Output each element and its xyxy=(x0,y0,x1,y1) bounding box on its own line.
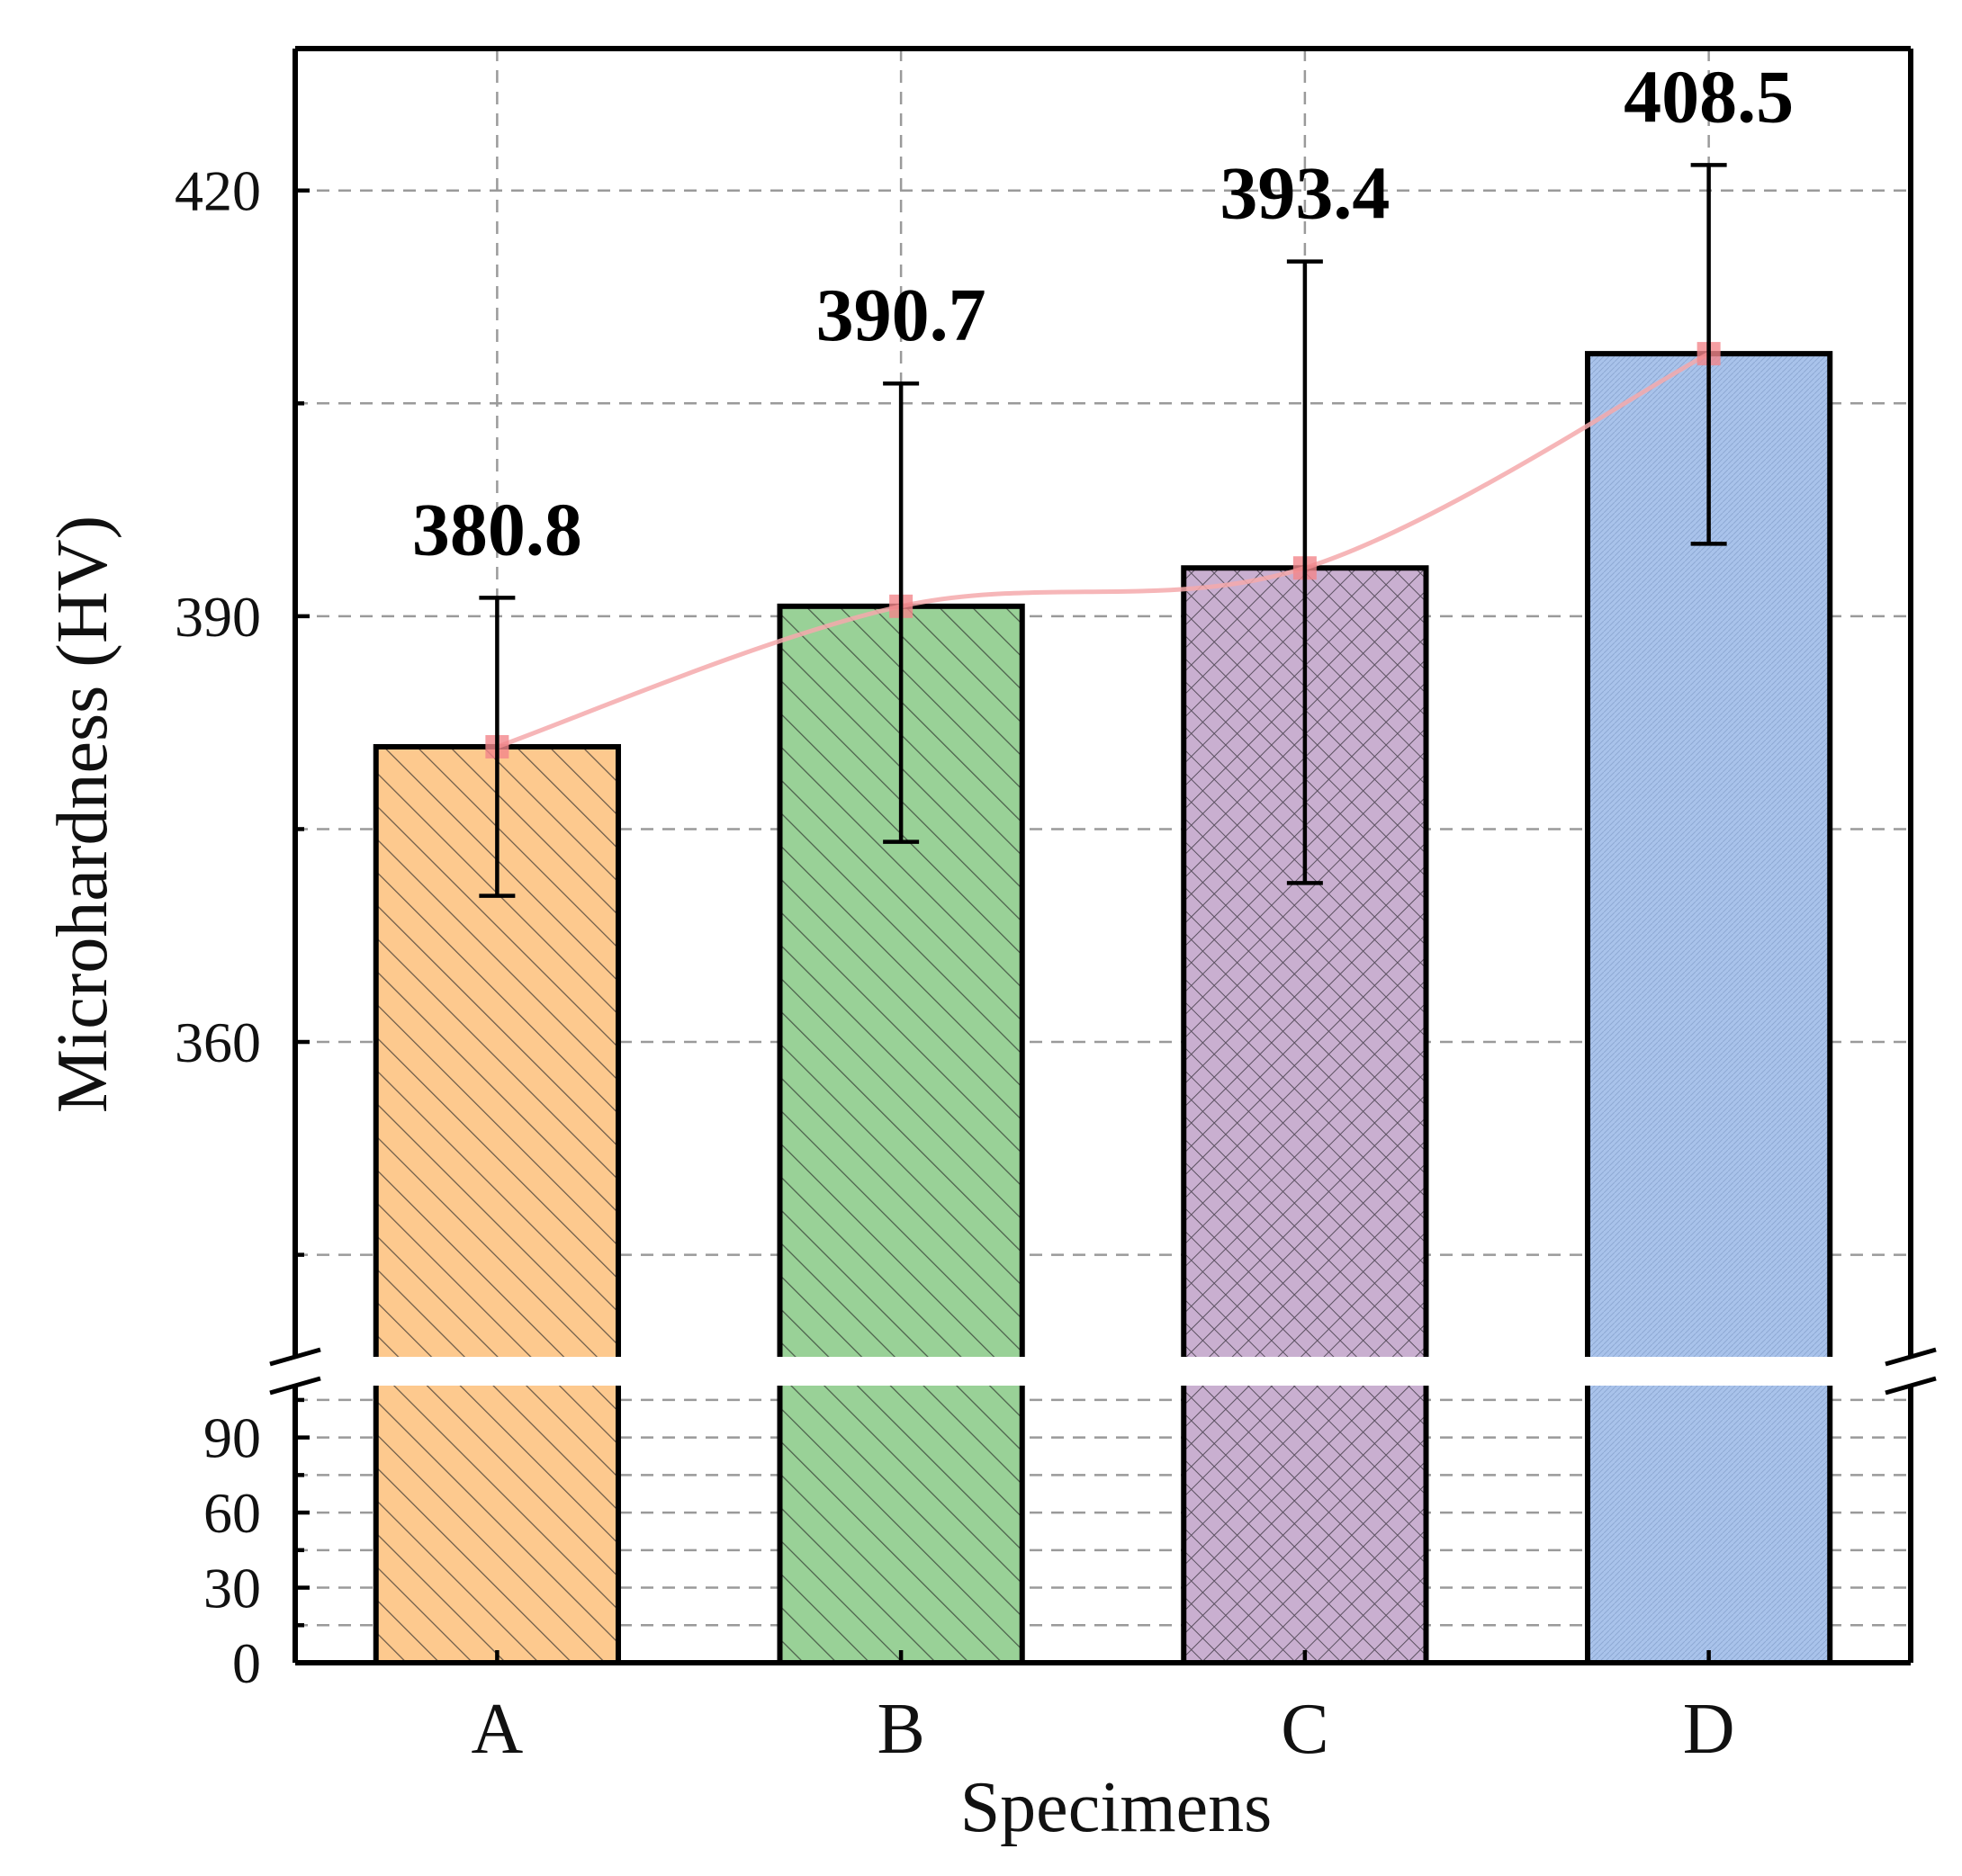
trend-line xyxy=(485,342,1721,758)
y-tick-label: 30 xyxy=(203,1557,261,1620)
bars xyxy=(373,351,1833,1666)
break-mark xyxy=(269,1376,321,1396)
value-label-A: 380.8 xyxy=(412,488,582,571)
break-mark xyxy=(1885,1347,1937,1367)
value-label-D: 408.5 xyxy=(1624,55,1794,139)
y-tick-label: 90 xyxy=(203,1406,261,1470)
y-tick-label: 390 xyxy=(175,585,261,649)
y-axis-title: Microhardness (HV) xyxy=(43,516,122,1113)
break-mark xyxy=(269,1347,321,1367)
y-tick-label: 420 xyxy=(175,159,261,223)
axis-break-gap xyxy=(286,1357,1920,1386)
x-tick-label-A: A xyxy=(471,1690,523,1769)
x-axis-title: Specimens xyxy=(960,1768,1273,1847)
value-label-C: 393.4 xyxy=(1220,152,1390,236)
x-tick-label-D: D xyxy=(1683,1690,1735,1769)
labels: 360 390 420 0 30 60 90 A B C D 380.8 390.7 393.4 408.5 xyxy=(175,55,1794,1769)
x-tick-label-C: C xyxy=(1281,1690,1328,1769)
y-tick-label: 60 xyxy=(203,1481,261,1545)
axis-break-band xyxy=(286,1357,1920,1386)
error-bars xyxy=(479,163,1727,898)
bar-A xyxy=(373,743,621,1665)
axis-ticks xyxy=(295,188,1711,1665)
bar-D xyxy=(1585,351,1833,1665)
break-mark xyxy=(1885,1376,1937,1396)
y-tick-label: 360 xyxy=(175,1010,261,1074)
plot-frame xyxy=(269,46,1937,1665)
x-tick-label-B: B xyxy=(877,1690,924,1769)
trend-curve xyxy=(496,351,1710,750)
value-label-B: 390.7 xyxy=(816,274,986,357)
y-tick-label: 0 xyxy=(232,1631,261,1695)
